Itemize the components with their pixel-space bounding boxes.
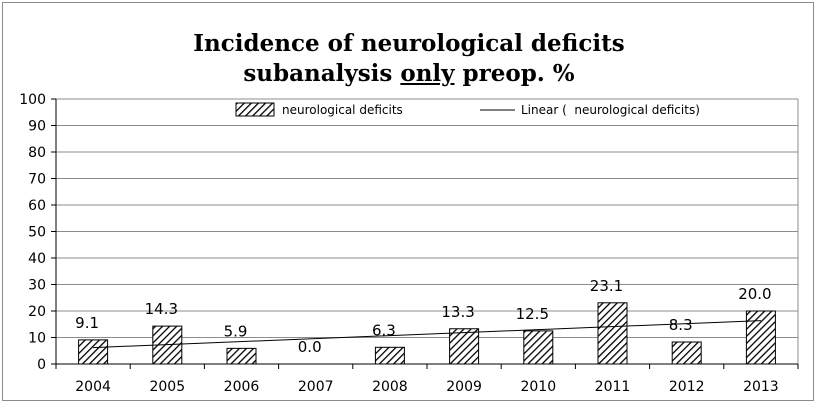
y-tick-label-100: 100 (19, 92, 46, 108)
bar-2008 (374, 346, 405, 365)
x-tick-label-2013: 2013 (743, 379, 779, 395)
data-label-2007: 0.0 (298, 338, 322, 356)
data-label-2005: 14.3 (145, 300, 178, 318)
bar-2009 (449, 328, 480, 365)
bar-2006 (226, 347, 257, 365)
x-tick-label-2010: 2010 (520, 379, 556, 395)
chart-title-line-2-underlined: only (400, 60, 455, 87)
trendline (93, 320, 761, 349)
y-tick-label-0: 0 (37, 357, 46, 373)
y-tick-label-10: 10 (28, 331, 46, 347)
legend-label-bars: neurological deficits (282, 103, 403, 117)
x-tick-label-2007: 2007 (298, 379, 334, 395)
data-label-2008: 6.3 (372, 321, 396, 339)
bar-2013 (745, 310, 776, 365)
y-tick-label-90: 90 (28, 119, 46, 135)
x-tick-label-2005: 2005 (149, 379, 185, 395)
data-label-2009: 13.3 (441, 303, 474, 321)
data-label-2011: 23.1 (590, 277, 623, 295)
x-tick-label-2011: 2011 (595, 379, 631, 395)
bar-2010 (523, 330, 554, 365)
chart-title-line-2-post: preop. % (454, 60, 575, 87)
y-tick-label-80: 80 (28, 145, 46, 161)
bar-2004 (78, 339, 109, 365)
data-label-2012: 8.3 (669, 316, 693, 334)
y-tick-label-40: 40 (28, 251, 46, 267)
data-label-2004: 9.1 (75, 314, 99, 332)
legend-label-trendline: Linear ( neurological deficits) (521, 103, 700, 117)
y-tick-label-30: 30 (28, 278, 46, 294)
chart-title-line-1: Incidence of neurological deficits (193, 30, 625, 57)
x-tick-label-2006: 2006 (224, 379, 260, 395)
x-tick-label-2004: 2004 (75, 379, 111, 395)
data-label-2013: 20.0 (738, 285, 771, 303)
y-tick-label-60: 60 (28, 198, 46, 214)
bar-2012 (671, 341, 702, 365)
bar-2011 (597, 302, 628, 365)
x-tick-label-2009: 2009 (446, 379, 482, 395)
y-tick-label-70: 70 (28, 172, 46, 188)
data-label-2010: 12.5 (516, 305, 549, 323)
x-tick-label-2012: 2012 (669, 379, 705, 395)
data-label-2006: 5.9 (224, 322, 248, 340)
y-tick-label-50: 50 (28, 225, 46, 241)
x-tick-label-2008: 2008 (372, 379, 408, 395)
y-tick-label-20: 20 (28, 304, 46, 320)
chart-title-line-2-pre: subanalysis (243, 60, 401, 87)
legend-swatch-bars (235, 102, 275, 117)
chart-title-line-2: subanalysis only preop. % (0, 60, 818, 87)
